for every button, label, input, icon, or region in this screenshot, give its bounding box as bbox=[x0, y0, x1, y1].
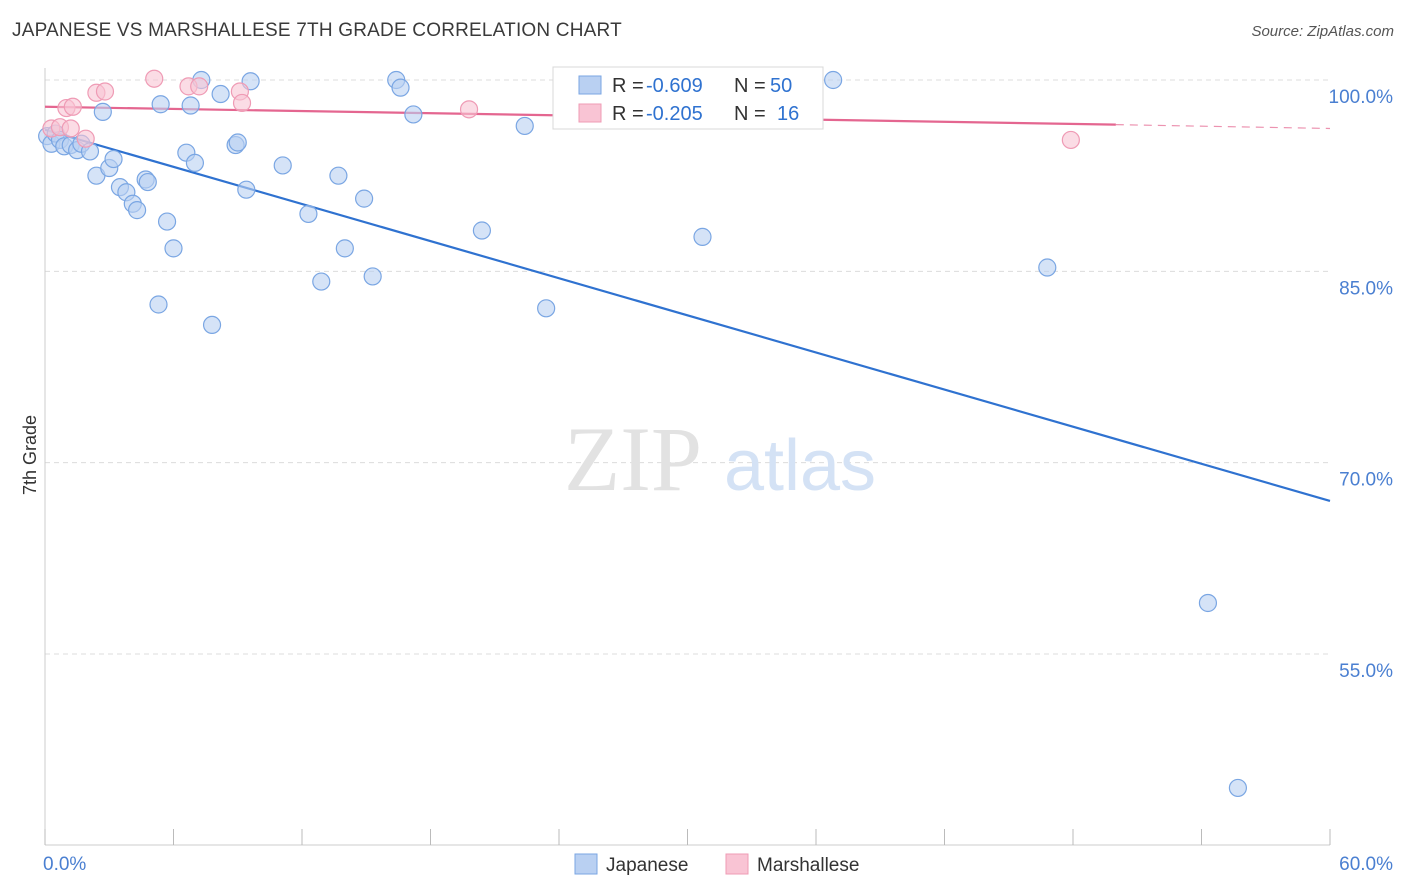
point-marshallese bbox=[232, 93, 252, 113]
bottom-legend: Japanese Marshallese bbox=[574, 853, 859, 876]
point-marshallese bbox=[76, 129, 95, 148]
point-japanese bbox=[312, 272, 331, 291]
point-japanese bbox=[472, 221, 491, 240]
point-japanese bbox=[404, 105, 423, 124]
point-japanese bbox=[93, 102, 112, 121]
legend-r-label-japanese: R = bbox=[612, 75, 644, 97]
point-japanese bbox=[824, 70, 843, 90]
axes bbox=[44, 68, 1331, 846]
legend-swatch-japanese bbox=[578, 75, 602, 95]
point-japanese bbox=[363, 267, 382, 286]
watermark: ZIP atlas bbox=[564, 408, 876, 510]
point-japanese bbox=[1228, 778, 1248, 798]
point-japanese bbox=[335, 239, 354, 258]
legend-box: R = -0.609 N = 50 R = -0.205 N = 16 bbox=[552, 66, 824, 130]
bottom-legend-swatch-japanese bbox=[574, 853, 598, 875]
point-japanese bbox=[391, 78, 410, 97]
point-japanese bbox=[273, 156, 292, 175]
point-marshallese bbox=[1061, 130, 1080, 150]
x-tick-label: 0.0% bbox=[43, 854, 86, 875]
legend-swatch-marshallese bbox=[578, 103, 602, 123]
legend-n-label-marshallese: N = bbox=[734, 103, 766, 125]
point-japanese bbox=[104, 149, 123, 169]
x-tick-label: 60.0% bbox=[1339, 854, 1393, 875]
grid-lines bbox=[45, 79, 1330, 655]
point-japanese bbox=[537, 299, 556, 318]
legend-r-marshallese: -0.205 bbox=[646, 103, 703, 125]
point-japanese bbox=[1198, 593, 1218, 613]
bottom-legend-label-japanese: Japanese bbox=[606, 855, 688, 876]
point-japanese bbox=[157, 212, 177, 231]
legend-n-label-japanese: N = bbox=[734, 75, 766, 97]
point-japanese bbox=[164, 239, 183, 258]
y-tick-label: 70.0% bbox=[1339, 470, 1393, 491]
point-japanese bbox=[237, 180, 256, 199]
point-marshallese bbox=[95, 82, 115, 101]
bottom-legend-swatch-marshallese bbox=[725, 853, 749, 875]
point-japanese bbox=[355, 189, 374, 208]
y-tick-label: 100.0% bbox=[1329, 87, 1394, 108]
point-japanese bbox=[151, 95, 170, 114]
point-japanese bbox=[138, 172, 157, 192]
point-japanese bbox=[515, 116, 534, 136]
point-japanese bbox=[299, 204, 318, 224]
y-tick-label: 55.0% bbox=[1339, 661, 1393, 682]
trendline-extension-marshallese bbox=[1115, 124, 1331, 130]
point-marshallese bbox=[145, 69, 164, 88]
data-points bbox=[38, 69, 1248, 798]
point-japanese bbox=[228, 133, 247, 152]
point-japanese bbox=[211, 84, 230, 104]
point-japanese bbox=[181, 96, 200, 115]
point-japanese bbox=[329, 166, 348, 185]
legend-n-marshallese: 16 bbox=[777, 103, 799, 125]
legend-r-label-marshallese: R = bbox=[612, 103, 644, 125]
point-marshallese bbox=[190, 77, 209, 96]
y-tick-label: 85.0% bbox=[1339, 278, 1393, 299]
point-japanese bbox=[149, 295, 168, 314]
watermark-zip: ZIP bbox=[564, 408, 702, 510]
y-axis-label: 7th Grade bbox=[20, 415, 40, 495]
point-japanese bbox=[1038, 258, 1057, 277]
bottom-legend-label-marshallese: Marshallese bbox=[757, 855, 859, 876]
point-marshallese bbox=[63, 97, 82, 116]
point-marshallese bbox=[61, 119, 80, 138]
watermark-atlas: atlas bbox=[724, 426, 876, 506]
point-japanese bbox=[127, 201, 147, 220]
trendline-japanese bbox=[44, 128, 1331, 502]
tick-labels: 100.0% 85.0% 70.0% 55.0% 0.0% 60.0% bbox=[43, 87, 1393, 875]
legend-n-japanese: 50 bbox=[770, 75, 792, 97]
chart-title: JAPANESE VS MARSHALLESE 7TH GRADE CORREL… bbox=[12, 20, 622, 41]
point-japanese bbox=[202, 315, 222, 335]
legend-r-japanese: -0.609 bbox=[646, 75, 703, 97]
point-japanese bbox=[693, 227, 712, 246]
point-marshallese bbox=[459, 100, 479, 119]
point-japanese bbox=[185, 153, 205, 173]
source-label: Source: ZipAtlas.com bbox=[1251, 23, 1394, 40]
